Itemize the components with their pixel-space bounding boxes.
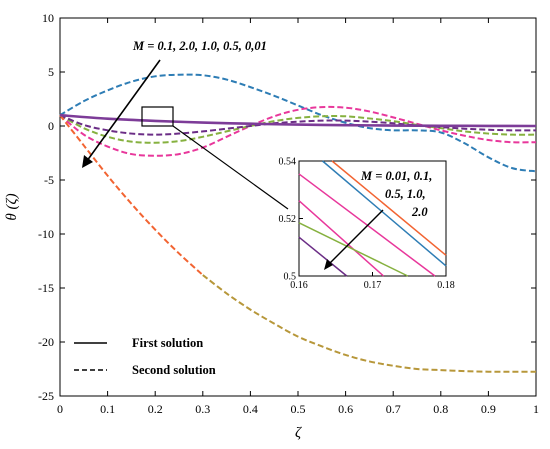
- series-second-green: [59, 114, 537, 144]
- inset-annotation-line-2: 0.5, 1.0,: [385, 187, 426, 201]
- inset-x-tick-label: 0.16: [290, 280, 308, 291]
- x-tick-label: 0.2: [148, 402, 163, 416]
- inset-lines: [298, 160, 447, 277]
- y-ticks: 10 5 0 -5 -10 -15 -20 -25: [38, 11, 536, 403]
- inset-y-tick-label: 0.54: [279, 157, 297, 168]
- inset-y-tick-label: 0.52: [279, 214, 297, 225]
- y-tick-label: -25: [38, 389, 54, 403]
- y-tick-label: -20: [38, 335, 54, 349]
- x-ticks: 0 0.1 0.2 0.3 0.4 0.5 0.6 0.7 0.8 0.9 1: [57, 18, 539, 416]
- y-tick-label: -15: [38, 281, 54, 295]
- x-tick-label: 0.5: [291, 402, 306, 416]
- y-tick-label: 0: [48, 119, 54, 133]
- inset-line-green: [298, 222, 409, 277]
- y-tick-label: 10: [42, 11, 54, 25]
- inset: 0.54 0.52 0.50.16 0.17 0.18 M = 0.01, 0.1, 0…: [279, 157, 455, 292]
- inset-line-orange: [331, 160, 447, 256]
- y-axis-title: θ (ζ): [4, 193, 20, 220]
- x-tick-label: 0.7: [386, 402, 401, 416]
- x-tick-label: 1: [533, 402, 539, 416]
- x-tick-label: 0.8: [433, 402, 448, 416]
- x-tick-label: 0: [57, 402, 63, 416]
- series-second-magenta: [59, 105, 537, 157]
- inset-annotation-line-3: 2.0: [411, 205, 428, 219]
- series-second-orange: [59, 114, 204, 276]
- inset-ticks: 0.54 0.52 0.50.16 0.17 0.18: [279, 157, 455, 292]
- annotation-arrowhead: [82, 155, 93, 168]
- inset-line-magenta: [298, 173, 436, 277]
- annotation-arrow: [83, 59, 161, 166]
- series-second-purple: [59, 114, 537, 136]
- series-second-olive: [202, 274, 536, 373]
- inset-annotation-line-1: M = 0.01, 0.1,: [360, 169, 432, 183]
- inset-line-purple: [298, 236, 348, 277]
- plot-area: [59, 17, 537, 397]
- inset-line-magenta: [298, 200, 385, 277]
- inset-line-blue: [322, 160, 447, 267]
- legend-first-solution: First solution: [132, 336, 203, 350]
- series-group: [59, 73, 537, 373]
- x-tick-label: 0.6: [338, 402, 353, 416]
- x-tick-label: 0.4: [243, 402, 258, 416]
- y-tick-label: 5: [48, 65, 54, 79]
- inset-x-tick-label: 0.17: [364, 280, 382, 291]
- inset-x-tick-label: 0.18: [437, 280, 455, 291]
- y-tick-label: -5: [44, 173, 54, 187]
- legend: First solution Second solution: [74, 336, 216, 377]
- zoom-connector: [172, 125, 289, 210]
- y-tick-label: -10: [38, 227, 54, 241]
- series-second-blue: [59, 73, 537, 173]
- x-tick-label: 0.9: [481, 402, 496, 416]
- inset-arrowhead: [324, 259, 333, 270]
- x-tick-label: 0.1: [100, 402, 115, 416]
- x-tick-label: 0.3: [195, 402, 210, 416]
- inset-arrow: [326, 209, 384, 267]
- zoom-box: [141, 106, 174, 127]
- series-first-solution: [59, 113, 537, 128]
- x-axis-title: ζ: [295, 425, 302, 441]
- inset-y-tick-label: 0.5: [284, 272, 297, 283]
- legend-second-solution: Second solution: [132, 363, 216, 377]
- annotation-main: M = 0.1, 2.0, 1.0, 0.5, 0,01: [132, 39, 267, 53]
